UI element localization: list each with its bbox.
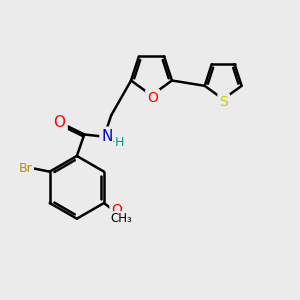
Text: ·H: ·H	[112, 136, 125, 149]
Text: O: O	[111, 203, 122, 217]
Text: O: O	[53, 115, 65, 130]
Text: S: S	[219, 95, 228, 109]
Text: CH₃: CH₃	[110, 212, 132, 225]
Text: Br: Br	[18, 162, 32, 175]
Text: N: N	[102, 129, 113, 144]
Text: O: O	[147, 91, 158, 105]
